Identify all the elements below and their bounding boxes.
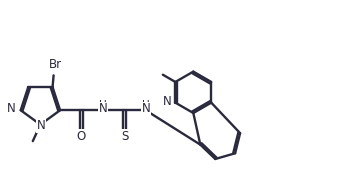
Text: N: N <box>163 96 172 108</box>
Text: N: N <box>99 102 107 115</box>
Text: N: N <box>37 119 46 132</box>
Text: H: H <box>99 100 107 110</box>
Text: H: H <box>142 100 150 110</box>
Text: Br: Br <box>49 58 62 71</box>
Text: N: N <box>7 102 16 115</box>
Text: O: O <box>77 130 86 143</box>
Text: S: S <box>121 130 129 143</box>
Text: N: N <box>142 102 150 115</box>
